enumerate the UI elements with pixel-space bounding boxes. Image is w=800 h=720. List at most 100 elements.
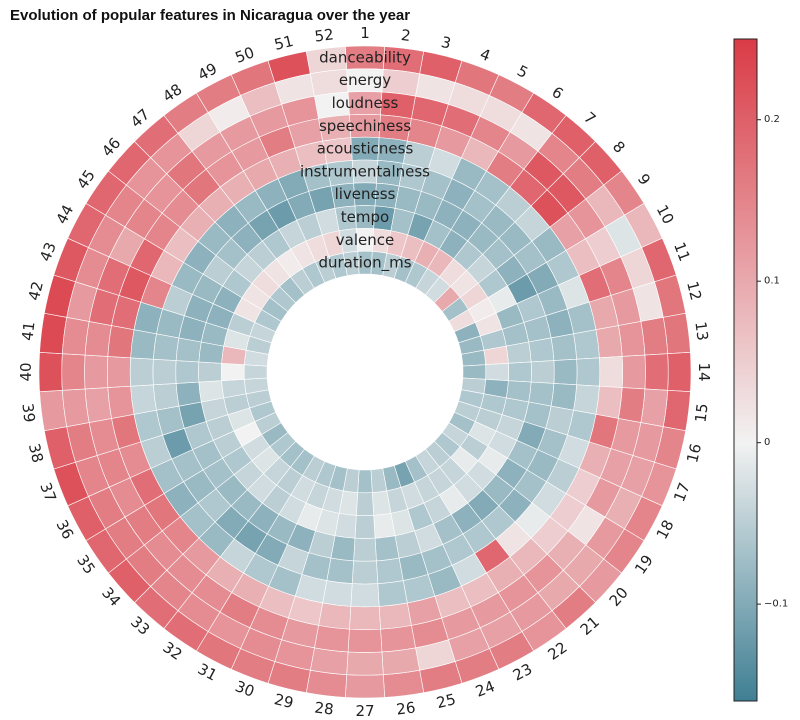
week-label-2: 2 bbox=[400, 26, 412, 45]
heatmap-cell-duration_ms-week-40 bbox=[243, 364, 268, 380]
week-label-4: 4 bbox=[478, 45, 493, 65]
heatmap-cell-speechiness-week-41 bbox=[107, 325, 135, 359]
colorbar-tick-label: −0.1 bbox=[764, 599, 788, 610]
colorbar-tick-label: 0 bbox=[764, 437, 770, 448]
heatmap-cell-energy-week-41 bbox=[62, 317, 90, 356]
heatmap-rings bbox=[38, 45, 692, 699]
colorbar-gradient bbox=[733, 38, 758, 702]
feature-label-loudness: loudness bbox=[332, 94, 399, 112]
week-label-36: 36 bbox=[52, 517, 77, 542]
heatmap-cell-loudness-week-39 bbox=[84, 387, 112, 423]
week-label-45: 45 bbox=[73, 166, 99, 192]
feature-label-energy: energy bbox=[339, 71, 391, 89]
heatmap-cell-acousticness-week-14 bbox=[576, 357, 601, 387]
week-label-17: 17 bbox=[670, 480, 694, 504]
week-label-38: 38 bbox=[25, 442, 47, 465]
colorbar-ticks: −0.1 0 0.1 0.2 bbox=[757, 114, 788, 610]
week-label-50: 50 bbox=[233, 43, 257, 67]
heatmap-cell-danceability-week-40 bbox=[38, 352, 63, 392]
heatmap-cell-speechiness-week-13 bbox=[595, 325, 623, 359]
heatmap-cell-tempo-week-13 bbox=[505, 341, 532, 364]
week-label-15: 15 bbox=[691, 402, 711, 423]
feature-label-valence: valence bbox=[336, 231, 394, 249]
chart-title: Evolution of popular features in Nicarag… bbox=[10, 7, 411, 24]
heatmap-cell-valence-week-14 bbox=[485, 363, 509, 381]
week-label-48: 48 bbox=[159, 80, 185, 106]
heatmap-cell-acousticness-week-26 bbox=[377, 580, 408, 607]
feature-label-duration_ms: duration_ms bbox=[318, 254, 411, 273]
heatmap-cell-energy-week-15 bbox=[640, 388, 668, 427]
heatmap-cell-energy-week-26 bbox=[381, 647, 420, 675]
colorbar-tick-label: 0.2 bbox=[764, 114, 780, 125]
week-label-5: 5 bbox=[514, 62, 531, 82]
week-label-14: 14 bbox=[695, 362, 713, 381]
heatmap-cell-acousticness-week-28 bbox=[322, 580, 353, 607]
week-label-52: 52 bbox=[314, 25, 335, 45]
heatmap-cell-acousticness-week-27 bbox=[350, 583, 380, 608]
heatmap-cell-valence-week-27 bbox=[356, 492, 374, 516]
week-label-27: 27 bbox=[355, 702, 374, 720]
week-label-42: 42 bbox=[25, 279, 47, 302]
week-label-19: 19 bbox=[631, 552, 657, 578]
week-label-39: 39 bbox=[18, 402, 38, 423]
heatmap-cell-energy-week-14 bbox=[644, 353, 669, 391]
heatmap-cell-danceability-week-27 bbox=[345, 674, 385, 699]
colorbar-tick-label: 0.1 bbox=[764, 276, 780, 287]
heatmap-cell-duration_ms-week-14 bbox=[462, 364, 487, 380]
heatmap-cell-speechiness-week-15 bbox=[595, 385, 623, 419]
heatmap-cell-energy-week-27 bbox=[346, 651, 384, 676]
heatmap-cell-instrumentalness-week-28 bbox=[326, 557, 354, 584]
heatmap-cell-liveness-week-40 bbox=[175, 360, 200, 384]
heatmap-cell-loudness-week-26 bbox=[380, 625, 416, 653]
week-label-32: 32 bbox=[159, 638, 185, 664]
week-label-30: 30 bbox=[233, 677, 257, 701]
heatmap-cell-loudness-week-13 bbox=[618, 321, 646, 357]
heatmap-cell-duration_ms-week-27 bbox=[357, 469, 373, 494]
heatmap-cell-loudness-week-28 bbox=[314, 625, 350, 653]
heatmap-cell-instrumentalness-week-40 bbox=[152, 358, 177, 386]
heatmap-cell-speechiness-week-14 bbox=[599, 356, 623, 388]
week-label-43: 43 bbox=[36, 240, 60, 264]
heatmap-cell-speechiness-week-28 bbox=[318, 602, 352, 630]
heatmap-cell-instrumentalness-week-15 bbox=[550, 383, 577, 411]
week-label-44: 44 bbox=[52, 202, 77, 227]
feature-labels: danceability energy loudness speechiness aco… bbox=[300, 48, 430, 272]
week-label-1: 1 bbox=[360, 24, 370, 42]
week-label-28: 28 bbox=[314, 698, 335, 718]
heatmap-cell-liveness-week-39 bbox=[175, 381, 202, 407]
heatmap-cell-speechiness-week-27 bbox=[349, 606, 381, 630]
week-label-29: 29 bbox=[272, 690, 295, 712]
heatmap-cell-liveness-week-26 bbox=[374, 535, 400, 562]
week-label-12: 12 bbox=[683, 279, 705, 302]
week-label-9: 9 bbox=[634, 170, 654, 188]
heatmap-cell-instrumentalness-week-26 bbox=[376, 557, 404, 584]
week-label-6: 6 bbox=[549, 83, 567, 103]
week-label-25: 25 bbox=[435, 690, 458, 712]
feature-label-speechiness: speechiness bbox=[319, 117, 411, 135]
week-label-8: 8 bbox=[609, 138, 629, 157]
week-label-37: 37 bbox=[36, 480, 60, 504]
heatmap-cell-loudness-week-15 bbox=[618, 387, 646, 423]
heatmap-cell-liveness-week-13 bbox=[528, 337, 555, 363]
heatmap-cell-loudness-week-40 bbox=[84, 354, 109, 390]
feature-label-acousticness: acousticness bbox=[317, 140, 414, 158]
week-label-31: 31 bbox=[195, 660, 220, 685]
week-label-24: 24 bbox=[473, 677, 497, 701]
heatmap-cell-energy-week-13 bbox=[640, 317, 668, 356]
heatmap-cell-instrumentalness-week-39 bbox=[153, 383, 180, 411]
feature-label-liveness: liveness bbox=[335, 185, 396, 203]
heatmap-cell-speechiness-week-39 bbox=[107, 385, 135, 419]
heatmap-cell-valence-week-40 bbox=[221, 363, 245, 381]
heatmap-cell-energy-week-40 bbox=[61, 353, 86, 391]
week-label-3: 3 bbox=[439, 33, 453, 53]
week-label-10: 10 bbox=[653, 202, 678, 227]
week-label-11: 11 bbox=[670, 240, 694, 264]
week-label-26: 26 bbox=[395, 698, 416, 718]
heatmap-cell-acousticness-week-13 bbox=[573, 329, 600, 360]
week-label-35: 35 bbox=[73, 552, 99, 578]
heatmap-cell-instrumentalness-week-14 bbox=[553, 358, 578, 386]
heatmap-cell-loudness-week-14 bbox=[621, 354, 646, 390]
heatmap-cell-tempo-week-26 bbox=[373, 512, 396, 539]
heatmap-cell-speechiness-week-40 bbox=[107, 356, 131, 388]
